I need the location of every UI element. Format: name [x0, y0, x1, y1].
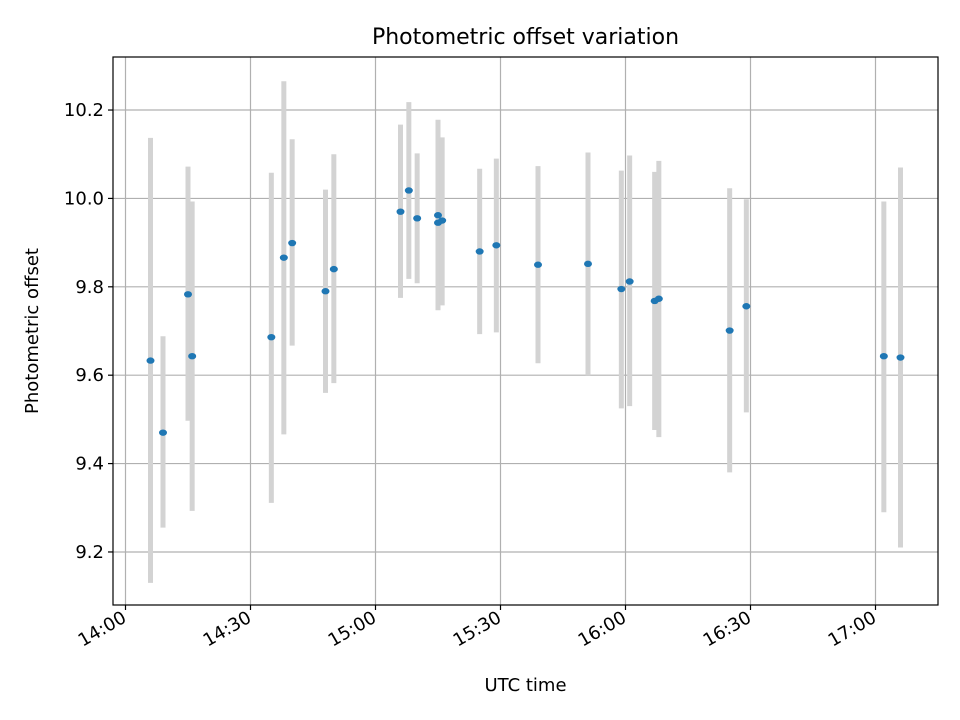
x-axis-ticks: 14:00 14:30 15:00 15:30 16:00 16:30 17:00: [75, 605, 880, 651]
data-point: [404, 187, 413, 194]
data-point: [329, 265, 338, 273]
data-point: [475, 248, 484, 255]
data-point: [725, 327, 734, 334]
y-tick-label: 9.8: [75, 277, 104, 298]
data-point: [413, 215, 422, 222]
x-tick-label: 14:30: [200, 607, 255, 651]
y-axis-ticks: 9.2 9.4 9.6 9.8 10.0 10.2: [64, 100, 113, 563]
data-point: [159, 429, 167, 436]
data-point: [654, 295, 663, 302]
x-tick-label: 16:30: [700, 607, 755, 651]
x-tick-label: 14:00: [75, 607, 130, 651]
y-tick-label: 9.2: [75, 542, 104, 563]
y-tick-label: 10.0: [64, 188, 104, 209]
x-tick-label: 17:00: [825, 607, 880, 651]
point-layer: [146, 187, 905, 436]
x-axis-label: UTC time: [484, 675, 566, 696]
data-point: [321, 288, 330, 295]
data-point: [625, 278, 634, 285]
x-tick-label: 16:00: [575, 607, 630, 651]
data-point: [584, 260, 592, 268]
x-tick-label: 15:30: [450, 607, 505, 651]
data-point: [438, 217, 447, 224]
grid-layer: [113, 57, 938, 605]
plot-frame: [112, 56, 939, 606]
data-point: [492, 242, 501, 249]
data-point: [396, 208, 405, 215]
data-point: [279, 254, 288, 261]
data-point: [879, 352, 888, 360]
y-tick-label: 9.4: [75, 454, 104, 475]
x-tick-label: 15:00: [325, 607, 380, 651]
y-tick-label: 10.2: [64, 100, 104, 121]
data-point: [288, 239, 297, 247]
data-point: [617, 285, 626, 293]
chart-title: Photometric offset variation: [372, 25, 679, 50]
data-point: [188, 352, 197, 360]
data-point: [742, 303, 751, 310]
errorbar-layer: [148, 81, 903, 583]
data-point: [267, 333, 276, 341]
data-point: [534, 261, 542, 268]
y-tick-label: 9.6: [75, 365, 104, 386]
data-point: [434, 212, 442, 219]
data-point: [896, 354, 905, 361]
data-point: [184, 291, 192, 298]
y-axis-label: Photometric offset: [22, 248, 43, 414]
data-point: [146, 357, 155, 364]
